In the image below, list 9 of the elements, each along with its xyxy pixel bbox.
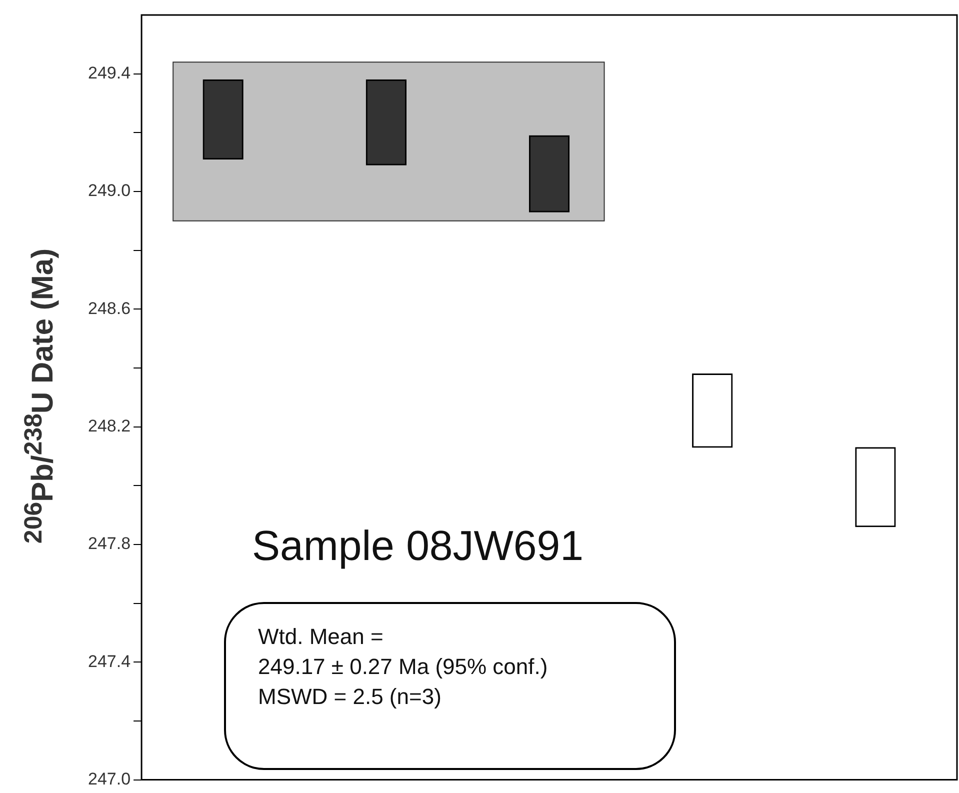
annotation: Sample 08JW691 bbox=[252, 522, 584, 570]
y-tick-label: 249.0 bbox=[88, 181, 131, 200]
y-tick-label: 248.6 bbox=[88, 298, 131, 318]
y-tick-label: 247.4 bbox=[88, 652, 131, 671]
y-tick-label: 247.8 bbox=[88, 534, 131, 554]
y-tick-label: 248.2 bbox=[88, 416, 131, 436]
rounded-box: Wtd. Mean = 249.17 ± 0.27 Ma (95% conf.) MSWD = 2.5 (n=3) bbox=[224, 602, 676, 770]
y-tick-label: 249.4 bbox=[88, 64, 131, 83]
y-tick-label: 247.0 bbox=[88, 769, 131, 788]
